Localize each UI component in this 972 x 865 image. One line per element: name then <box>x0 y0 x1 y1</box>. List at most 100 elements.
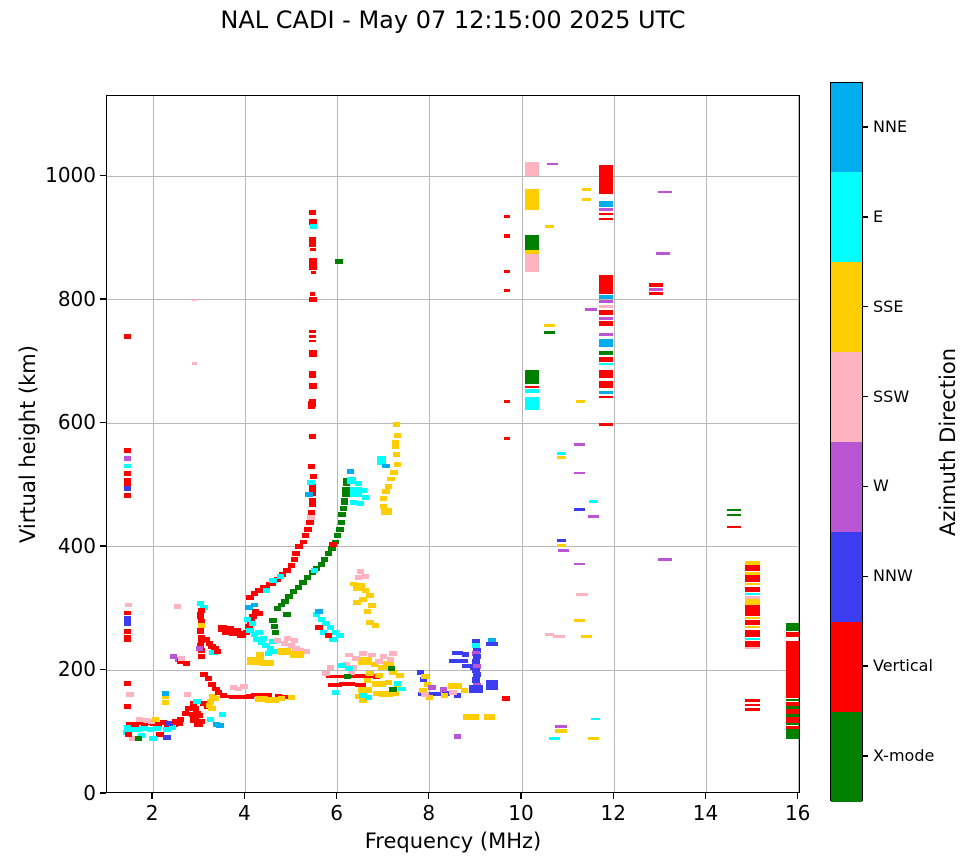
data-point <box>123 485 131 491</box>
colorbar-tick-label: Vertical <box>873 656 933 676</box>
data-point <box>488 637 496 643</box>
colorbar-title: Azimuth Direction <box>936 347 960 537</box>
data-point <box>124 334 132 340</box>
colorbar-tick <box>863 216 868 218</box>
data-point <box>359 692 367 698</box>
data-point <box>262 587 271 593</box>
data-point <box>384 483 392 489</box>
data-point <box>154 726 162 731</box>
data-point <box>246 595 254 601</box>
x-axis-tick <box>243 793 246 799</box>
data-point <box>161 700 170 706</box>
data-point <box>326 664 335 670</box>
data-point <box>333 533 342 539</box>
x-axis-tick <box>151 793 153 799</box>
data-point <box>352 655 360 661</box>
data-point <box>375 658 383 664</box>
data-point <box>309 382 317 389</box>
data-point <box>290 650 304 659</box>
data-point <box>393 462 402 468</box>
data-point <box>361 495 369 500</box>
data-point <box>346 469 355 475</box>
data-point <box>308 464 316 470</box>
data-point <box>543 331 556 335</box>
data-point <box>163 727 171 733</box>
data-point <box>308 335 317 338</box>
data-point <box>353 583 365 591</box>
data-point <box>599 212 613 216</box>
data-point <box>744 561 761 565</box>
data-point <box>234 686 243 692</box>
data-point <box>744 708 761 711</box>
data-point <box>310 567 319 573</box>
data-point <box>573 507 586 511</box>
data-point <box>308 570 316 576</box>
data-point <box>421 674 429 680</box>
x-tick-label: 10 <box>508 801 534 825</box>
data-point <box>727 525 742 529</box>
y-axis-tick <box>100 545 106 547</box>
data-point <box>310 270 317 274</box>
data-point <box>147 727 155 733</box>
data-point <box>273 576 282 582</box>
data-point <box>211 695 220 701</box>
x-axis-tick <box>612 793 614 799</box>
data-point <box>133 727 142 733</box>
data-point <box>284 635 292 641</box>
data-point <box>377 664 386 670</box>
data-point <box>308 433 316 439</box>
data-point <box>556 455 566 459</box>
data-point <box>786 640 799 698</box>
data-point <box>273 606 282 612</box>
data-point <box>364 674 376 679</box>
data-point <box>178 655 186 661</box>
data-point <box>599 208 613 211</box>
y-axis-tick <box>100 174 106 176</box>
data-point <box>599 338 613 348</box>
x-gridline <box>429 96 431 792</box>
data-point <box>428 685 436 691</box>
data-point <box>124 725 132 731</box>
data-point <box>379 654 388 660</box>
colorbar-segment-Vertical <box>831 621 862 713</box>
data-point <box>185 706 193 712</box>
data-point <box>460 687 469 693</box>
data-point <box>453 734 462 740</box>
data-point <box>744 703 761 707</box>
data-point <box>259 585 270 589</box>
data-point <box>307 514 315 520</box>
data-point <box>149 735 157 741</box>
x-axis-tick <box>428 793 430 799</box>
data-point <box>473 654 481 660</box>
data-point <box>126 721 134 727</box>
data-point <box>196 611 205 620</box>
data-point <box>308 498 316 507</box>
data-point <box>472 643 480 649</box>
data-point <box>328 682 343 687</box>
data-point <box>124 634 132 643</box>
data-point <box>248 621 256 626</box>
data-point <box>123 477 131 487</box>
data-point <box>350 487 362 497</box>
data-point <box>292 645 300 651</box>
data-point <box>599 274 613 295</box>
data-point <box>556 539 566 543</box>
data-point <box>123 463 131 469</box>
colorbar-segment-E <box>831 172 862 263</box>
y-axis-tick <box>100 668 106 671</box>
data-point <box>343 661 351 667</box>
data-point <box>213 649 222 655</box>
data-point <box>283 567 291 573</box>
data-point <box>354 574 362 580</box>
data-point <box>386 656 395 662</box>
data-point <box>124 610 132 616</box>
x-axis-tick <box>796 793 799 799</box>
data-point <box>786 725 799 731</box>
data-point <box>213 721 221 727</box>
data-point <box>658 558 672 561</box>
data-point <box>336 632 344 638</box>
data-point <box>744 625 761 629</box>
y-tick-label: 400 <box>57 533 96 558</box>
data-point <box>364 695 373 701</box>
